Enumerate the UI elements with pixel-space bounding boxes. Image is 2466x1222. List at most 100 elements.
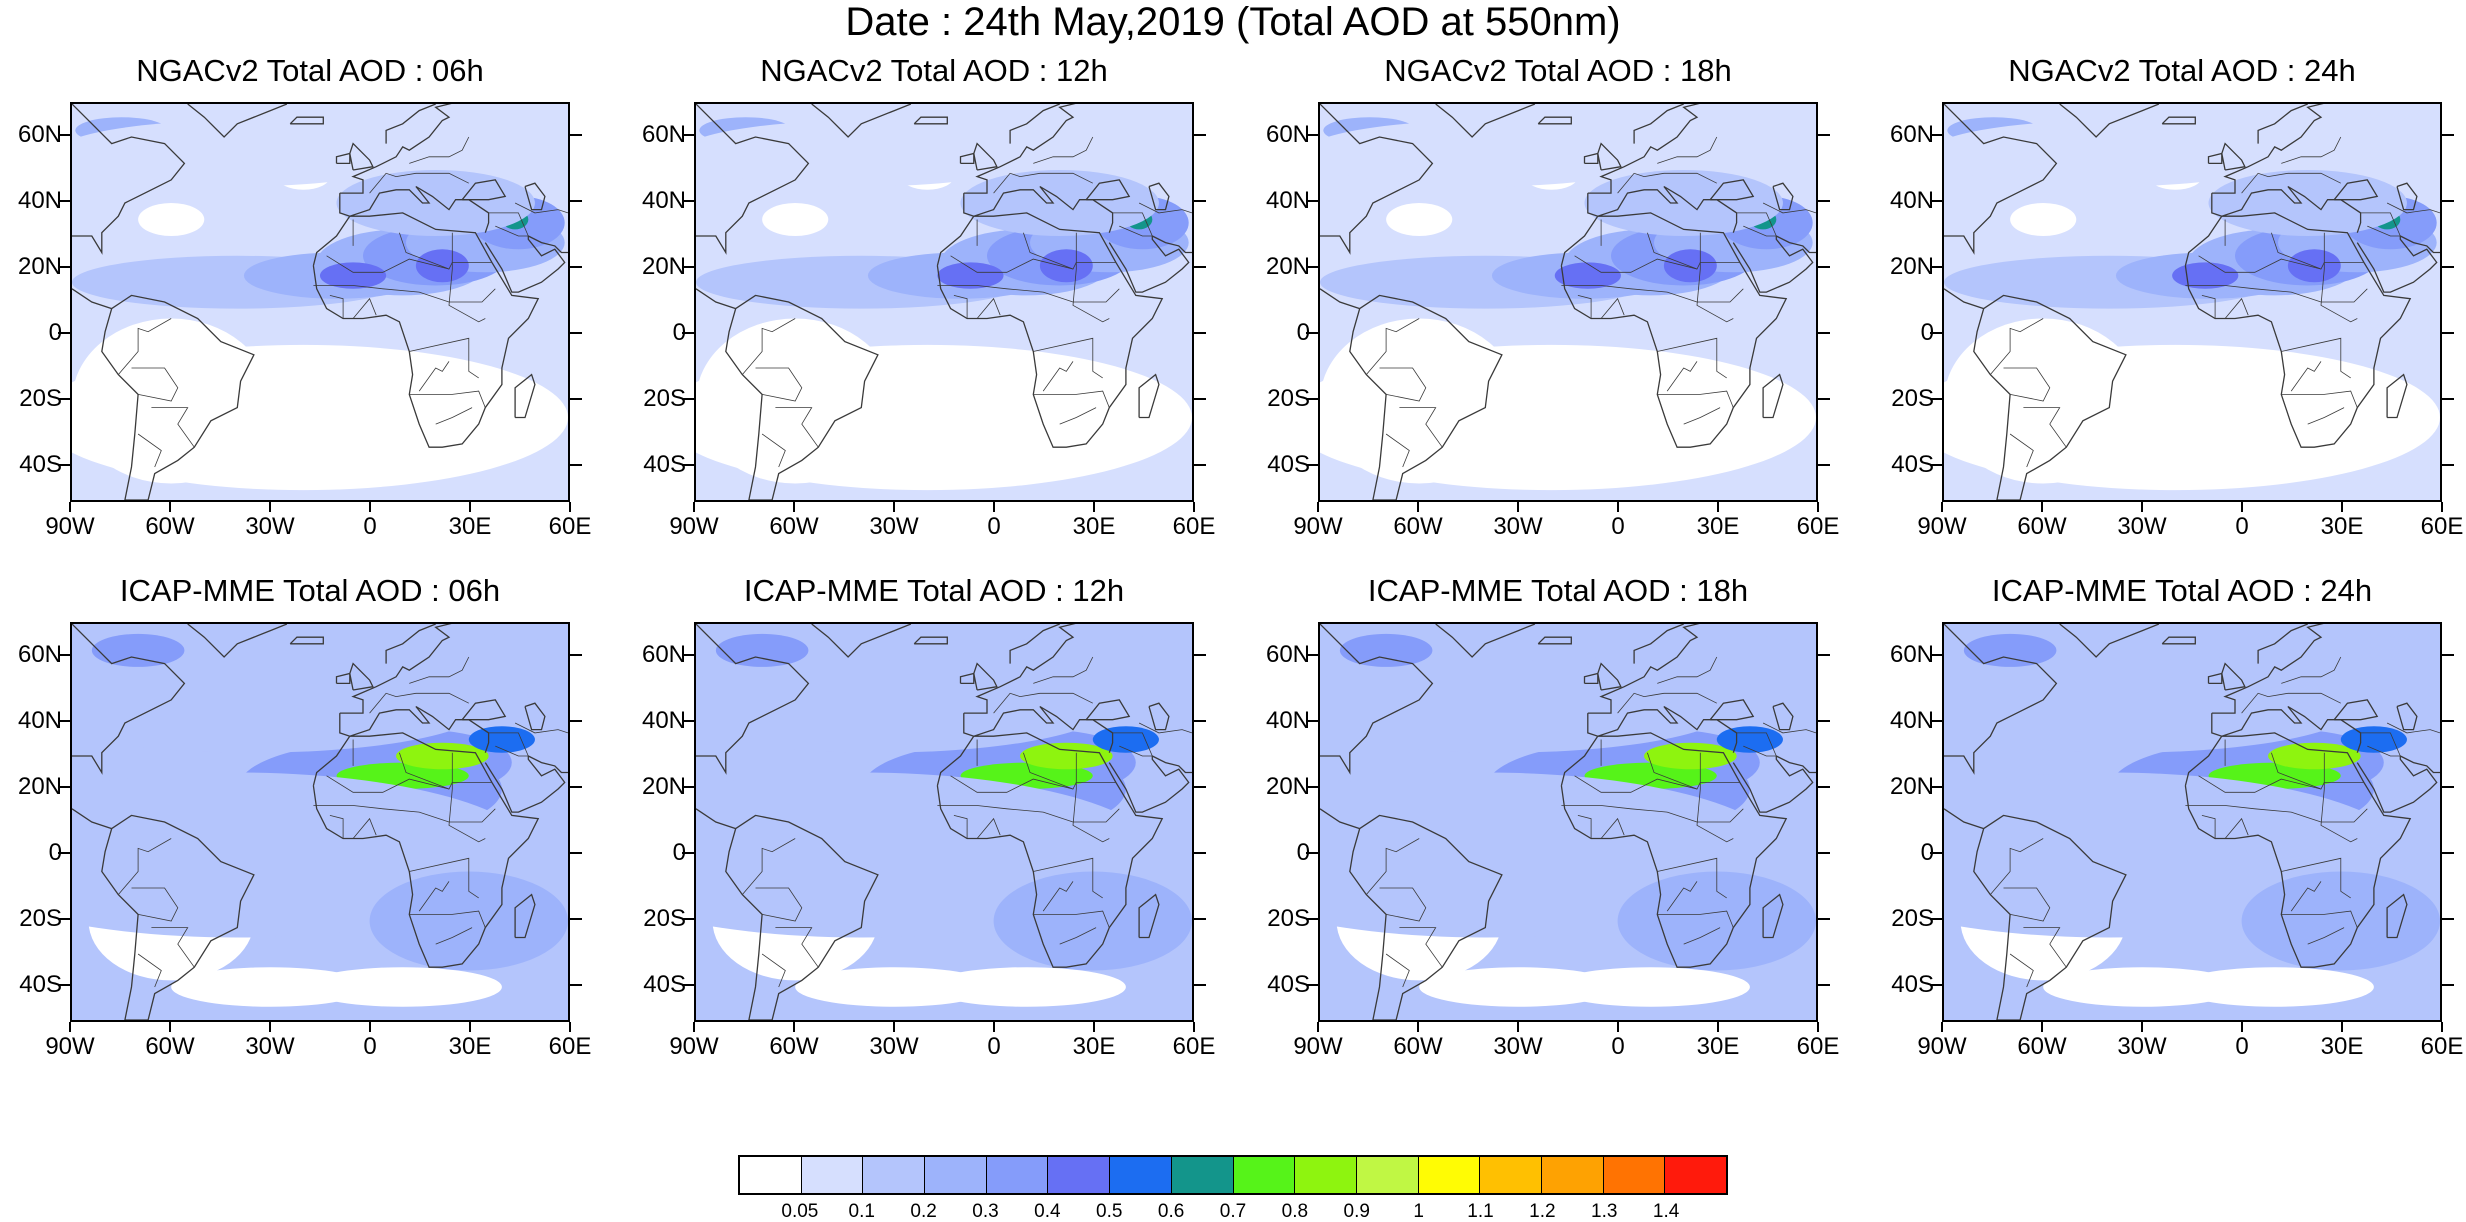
aod-plume (1554, 262, 1621, 289)
longitude-label: 60E (1172, 513, 1216, 540)
latitude-label: 60N (1265, 121, 1310, 148)
latitude-label: 60N (1889, 121, 1934, 148)
country-border (329, 815, 344, 839)
coastline (72, 104, 186, 255)
map-panel: ICAP-MME Total AOD : 12h 60N 40N 20N 0 20S 40S… (624, 572, 1244, 1132)
coastline (1138, 893, 1160, 939)
longitude-tick (269, 502, 271, 512)
colorbar-label: 0.6 (1157, 1201, 1185, 1222)
latitude-tick (58, 332, 70, 334)
longitude-tick (1417, 502, 1419, 512)
country-border (1989, 318, 2044, 375)
country-border (2360, 732, 2401, 757)
longitude-tick (893, 502, 895, 512)
country-border (352, 817, 377, 839)
country-border (1657, 390, 1734, 408)
country-border (514, 722, 568, 734)
coastline (696, 104, 810, 255)
country-border (488, 732, 529, 757)
latitude-label: 20S (19, 385, 62, 412)
longitude-label: 0 (2235, 513, 2249, 540)
map-panel: ICAP-MME Total AOD : 24h 60N 40N 20N 0 20S 40S… (1872, 572, 2466, 1132)
panel-title: ICAP-MME Total AOD : 18h (1367, 573, 1749, 608)
longitude-label: 30W (245, 1033, 295, 1060)
country-border (1042, 881, 1074, 912)
country-border (329, 295, 344, 319)
latitude-label: 20N (1889, 253, 1934, 280)
coastline (2257, 624, 2308, 664)
country-border (1138, 722, 1192, 734)
country-border (2185, 805, 2368, 823)
country-border (352, 297, 377, 319)
country-border (131, 367, 179, 402)
coastline (2400, 755, 2440, 774)
coastline (312, 732, 540, 968)
latitude-tick (1930, 464, 1942, 466)
aod-plume (1963, 633, 2057, 667)
country-border (775, 407, 819, 448)
country-border (2185, 285, 2368, 303)
latitude-tick (1930, 654, 1942, 656)
country-border (137, 953, 162, 988)
country-border (1072, 752, 1110, 843)
coastline (1560, 732, 1788, 968)
latitude-label: 20S (643, 385, 686, 412)
country-border (418, 361, 450, 392)
country-border (2023, 407, 2067, 448)
coastline (1944, 808, 1984, 830)
coastline (1583, 672, 1599, 685)
latitude-tick (1306, 464, 1318, 466)
coastline (1152, 755, 1192, 774)
coastline (1435, 104, 1536, 138)
country-border (1379, 367, 1427, 402)
longitude-label: 60W (769, 1033, 819, 1060)
country-border (1023, 752, 1074, 790)
latitude-label: 40S (1267, 971, 1310, 998)
longitude-tick (469, 1022, 471, 1032)
coastline (289, 636, 324, 645)
coastline (2184, 732, 2412, 968)
longitude-tick (993, 502, 995, 512)
latitude-label: 40N (17, 707, 62, 734)
aod-clean-region (2010, 203, 2077, 236)
longitude-tick (1193, 1022, 1195, 1032)
map-panel: NGACv2 Total AOD : 18h 60N 40N 20N 0 20S 40S 90… (1248, 52, 1868, 612)
country-border (1696, 232, 1734, 323)
longitude-tick (1193, 502, 1195, 512)
country-border (117, 838, 172, 895)
latitude-tick (1194, 134, 1206, 136)
longitude-tick (2141, 502, 2143, 512)
longitude-tick (1717, 502, 1719, 512)
aod-map (1944, 104, 2440, 500)
aod-plume (2208, 633, 2440, 714)
latitude-tick (2442, 720, 2454, 722)
map-panel: NGACv2 Total AOD : 06h 60N 40N 20N 0 20S 40S 90… (0, 52, 620, 612)
country-border (1762, 202, 1816, 214)
latitude-tick (2442, 266, 2454, 268)
latitude-tick (1194, 464, 1206, 466)
longitude-tick (1817, 1022, 1819, 1032)
latitude-tick (1930, 134, 1942, 136)
map-frame (70, 622, 570, 1022)
country-border (2201, 815, 2216, 839)
latitude-tick (1930, 918, 1942, 920)
latitude-tick (58, 134, 70, 136)
country-border (1577, 815, 1592, 839)
panel-title: NGACv2 Total AOD : 12h (760, 53, 1108, 88)
country-border (399, 752, 450, 790)
latitude-tick (682, 852, 694, 854)
country-border (409, 656, 470, 684)
colorbar-label: 0.3 (972, 1201, 999, 1222)
aod-plume (2268, 742, 2361, 770)
colorbar-label: 1.3 (1591, 1201, 1618, 1222)
country-border (1617, 172, 1717, 194)
panel-title: NGACv2 Total AOD : 06h (136, 53, 484, 88)
country-border (1577, 295, 1592, 319)
longitude-tick (693, 502, 695, 512)
coastline (1772, 702, 1794, 731)
latitude-label: 20N (641, 253, 686, 280)
longitude-tick (1093, 502, 1095, 512)
coastline (385, 104, 436, 144)
country-border (1072, 232, 1110, 323)
country-border (2360, 212, 2401, 237)
